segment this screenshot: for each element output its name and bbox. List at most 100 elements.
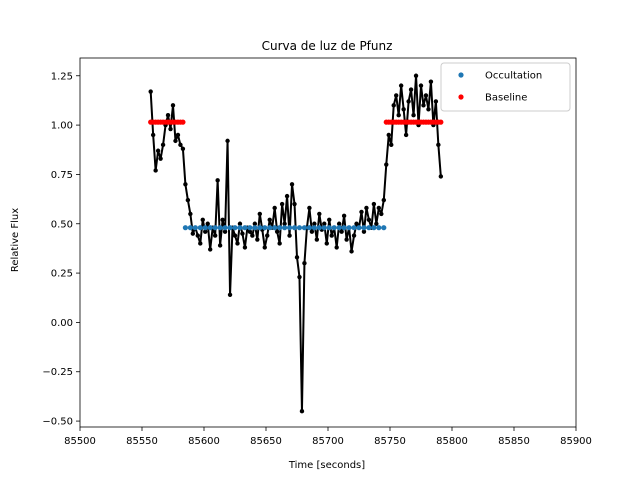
light-curve-point (354, 221, 359, 226)
x-tick-label: 85850 (498, 436, 530, 447)
light-curve-point (307, 205, 312, 211)
light-curve-point (262, 245, 267, 250)
light-curve-point (317, 211, 322, 217)
light-curve-point (247, 229, 253, 234)
occultation-point (252, 225, 258, 231)
light-curve-point (282, 221, 287, 226)
light-curve-point (314, 237, 320, 242)
occultation-point (321, 225, 327, 231)
baseline-point (180, 119, 186, 125)
legend-marker-occultation (458, 72, 464, 78)
light-curve-point (438, 174, 444, 179)
light-curve-point (185, 197, 191, 203)
light-curve-point (200, 217, 205, 223)
light-curve-point (237, 221, 243, 226)
occultation-point (187, 225, 193, 231)
light-curve-point (212, 233, 218, 238)
light-curve-point (203, 229, 208, 234)
light-curve-point (341, 213, 347, 219)
light-curve-point (227, 292, 233, 297)
light-curve-point (272, 205, 277, 211)
light-curve-point (436, 142, 441, 148)
light-curve-point (289, 182, 295, 187)
occultation-point (286, 225, 293, 231)
occultation-point (366, 225, 372, 231)
light-curve-point (411, 113, 416, 118)
occultation-point (227, 225, 233, 231)
light-curve-point (150, 132, 156, 138)
light-curve-point (339, 229, 344, 234)
y-tick-label: 0.75 (51, 170, 73, 181)
light-curve-point (379, 211, 384, 217)
light-curve-point (374, 221, 379, 226)
light-curve-point (220, 217, 225, 223)
legend-marker-baseline (458, 94, 464, 100)
light-curve-point (381, 197, 386, 203)
light-curve-point (297, 274, 302, 280)
y-tick-label: 1.25 (51, 71, 73, 82)
light-curve-point (158, 156, 163, 161)
series-occultation (182, 225, 387, 231)
occultation-point (326, 225, 332, 231)
light-curve-point (178, 142, 183, 148)
light-curve-point (403, 132, 409, 138)
x-tick-label: 85750 (374, 436, 406, 447)
y-tick-label: −0.25 (42, 367, 73, 378)
occultation-point (212, 225, 218, 231)
x-tick-label: 85500 (64, 436, 96, 447)
light-curve-point (205, 221, 210, 226)
light-curve-point (302, 261, 307, 266)
x-tick-label: 85600 (188, 436, 220, 447)
light-curve-point (240, 231, 245, 236)
light-curve-point (267, 217, 272, 223)
y-tick-label: 0.25 (51, 269, 73, 280)
y-tick-label: −0.50 (42, 417, 73, 428)
light-curve-point (215, 178, 220, 183)
occultation-point (371, 225, 377, 231)
light-curve-point (433, 99, 439, 104)
light-curve-point (255, 237, 260, 242)
chart-title: Curva de luz de Pfunz (262, 39, 393, 53)
light-curve-point (294, 255, 300, 260)
occultation-point (277, 225, 283, 231)
light-curve-point (170, 103, 176, 108)
light-curve-point (401, 107, 406, 112)
light-curve-point (327, 217, 332, 223)
occultation-point (331, 225, 337, 231)
light-curve-point (277, 241, 282, 246)
x-tick-label: 85700 (312, 436, 344, 447)
x-axis: 85500 85550 85600 85650 85700 85750 85800 85850… (64, 427, 592, 447)
light-curve-point (413, 73, 419, 78)
occultation-point (301, 225, 308, 231)
light-curve-point (299, 409, 305, 414)
x-tick-label: 85650 (250, 436, 282, 447)
series-baseline (148, 119, 444, 125)
light-curve-point (190, 231, 196, 236)
y-axis-label: Relative Flux (10, 208, 21, 272)
y-tick-label: 1.00 (51, 121, 73, 132)
x-tick-label: 85550 (126, 436, 158, 447)
occultation-point (351, 225, 357, 231)
light-curve-point (322, 221, 327, 226)
light-curve-point (366, 217, 372, 223)
occultation-point (282, 225, 288, 231)
light-curve-line (149, 74, 442, 413)
light-curve-point (421, 103, 426, 108)
occultation-point (257, 225, 263, 231)
occultation-point (237, 225, 243, 231)
light-curve-point (426, 107, 431, 112)
light-curve-point (428, 79, 434, 84)
light-curve-point (155, 148, 161, 153)
legend-box (440, 62, 571, 112)
light-curve-point (361, 229, 367, 234)
light-curve-point (222, 229, 228, 234)
occultation-point (356, 225, 362, 231)
x-tick-label: 85800 (436, 436, 468, 447)
occultation-point (291, 225, 298, 231)
light-curve-point (173, 138, 178, 144)
light-curve-point (252, 221, 258, 226)
light-curve-point (371, 201, 377, 207)
light-curve-point (165, 113, 171, 118)
